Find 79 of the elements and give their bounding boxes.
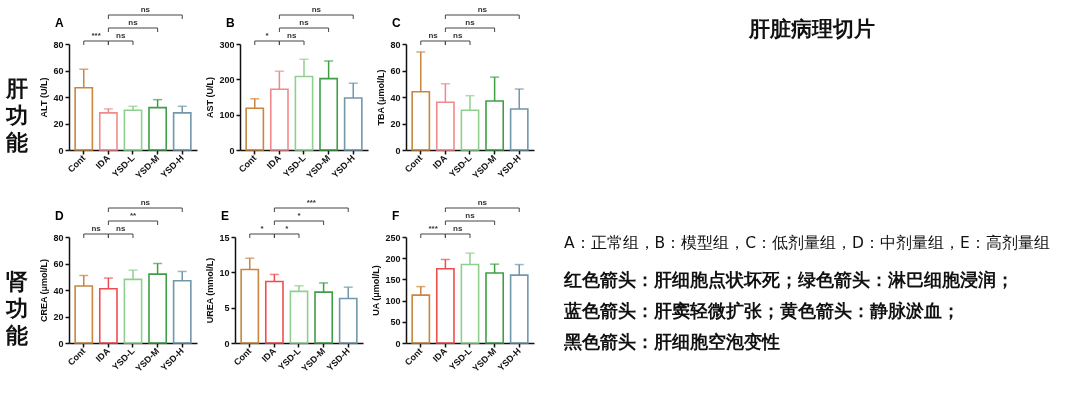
text: ** (129, 211, 137, 220)
y-tick-label: 20 (390, 119, 401, 129)
y-tick-label: 250 (385, 232, 401, 243)
y-tick-label: 80 (390, 39, 401, 50)
x-tick-label: IDA (430, 345, 450, 364)
text: ns (453, 224, 463, 233)
y-tick-label: 40 (53, 92, 64, 103)
text: ns (465, 211, 476, 220)
text: *** (428, 224, 439, 233)
text: ns (287, 31, 297, 40)
y-tick-label: 100 (219, 110, 235, 121)
text: 红色箭头：肝细胞点状坏死；绿色箭头：淋巴细胞浸润； (563, 270, 1014, 290)
y-tick-label: 20 (53, 119, 64, 129)
text: ns (128, 18, 139, 27)
text: ns (299, 18, 310, 27)
text: 蓝色箭头：肝窦轻微扩张；黄色箭头：静脉淤血； (563, 301, 960, 321)
text: * (265, 31, 270, 40)
chart-title: E (221, 209, 230, 223)
y-tick-label: 200 (219, 74, 235, 85)
text: A：正常组，B：模型组，C：低剂量组，D：中剂量组，E：高剂量组 (564, 234, 1050, 252)
y-tick-label: 0 (58, 145, 64, 156)
text: * (260, 224, 265, 233)
chart-title: D (55, 209, 64, 223)
text: ns (91, 224, 102, 233)
y-tick-label: 0 (229, 145, 235, 156)
y-tick-label: 0 (224, 338, 230, 349)
y-tick-label: 40 (53, 285, 64, 296)
text: ns (428, 31, 439, 40)
chart-title: F (392, 209, 400, 223)
y-tick-label: 15 (219, 232, 230, 243)
y-axis-title: ALT (U/L) (39, 77, 50, 118)
y-tick-label: 60 (53, 66, 64, 76)
text: ns (140, 198, 151, 207)
text: *** (91, 31, 102, 40)
text: * (285, 224, 290, 233)
text: ns (453, 31, 463, 40)
x-tick-label: IDA (93, 345, 113, 364)
text: 肝功能 (5, 76, 28, 155)
y-tick-label: 40 (390, 92, 401, 103)
chart-title: B (226, 16, 235, 30)
chart-title: A (55, 16, 64, 30)
text: ns (116, 31, 126, 40)
text: 肾功能 (5, 269, 28, 348)
x-tick-label: IDA (259, 345, 279, 364)
x-tick-label: IDA (93, 152, 113, 171)
y-tick-label: 5 (224, 303, 230, 314)
y-tick-label: 100 (385, 296, 401, 307)
text: ns (477, 198, 488, 207)
y-tick-label: 0 (395, 145, 401, 156)
y-tick-label: 0 (395, 338, 401, 349)
text: ns (116, 224, 126, 233)
y-tick-label: 60 (53, 259, 64, 269)
text: ns (465, 18, 476, 27)
y-axis-title: AST (U/L) (205, 77, 216, 118)
y-tick-label: 50 (390, 317, 401, 328)
text: ns (140, 5, 151, 14)
y-axis-title: TBA (μmol/L) (376, 69, 387, 126)
bar (289, 290, 309, 344)
y-tick-label: 150 (385, 274, 401, 285)
y-axis-title: UREA (mmol/L) (205, 257, 216, 324)
text: 肝脏病理切片 (748, 17, 875, 41)
y-tick-label: 80 (53, 232, 64, 243)
y-tick-label: 20 (53, 312, 64, 322)
x-tick-label: IDA (264, 152, 284, 171)
x-tick-label: IDA (430, 152, 450, 171)
y-axis-title: CREA (μmol/L) (39, 258, 50, 323)
text: ns (311, 5, 322, 14)
y-tick-label: 80 (53, 39, 64, 50)
y-tick-label: 60 (390, 66, 401, 76)
y-tick-label: 300 (219, 39, 235, 50)
text: ns (477, 5, 488, 14)
y-tick-label: 10 (219, 267, 230, 278)
chart-title: C (392, 16, 401, 30)
text: 黑色箭头：肝细胞空泡变性 (563, 332, 780, 352)
y-axis-title: UA (μmol/L) (371, 265, 382, 316)
text: * (297, 211, 302, 220)
y-tick-label: 200 (385, 253, 401, 264)
y-tick-label: 0 (58, 338, 64, 349)
text: *** (306, 198, 317, 207)
